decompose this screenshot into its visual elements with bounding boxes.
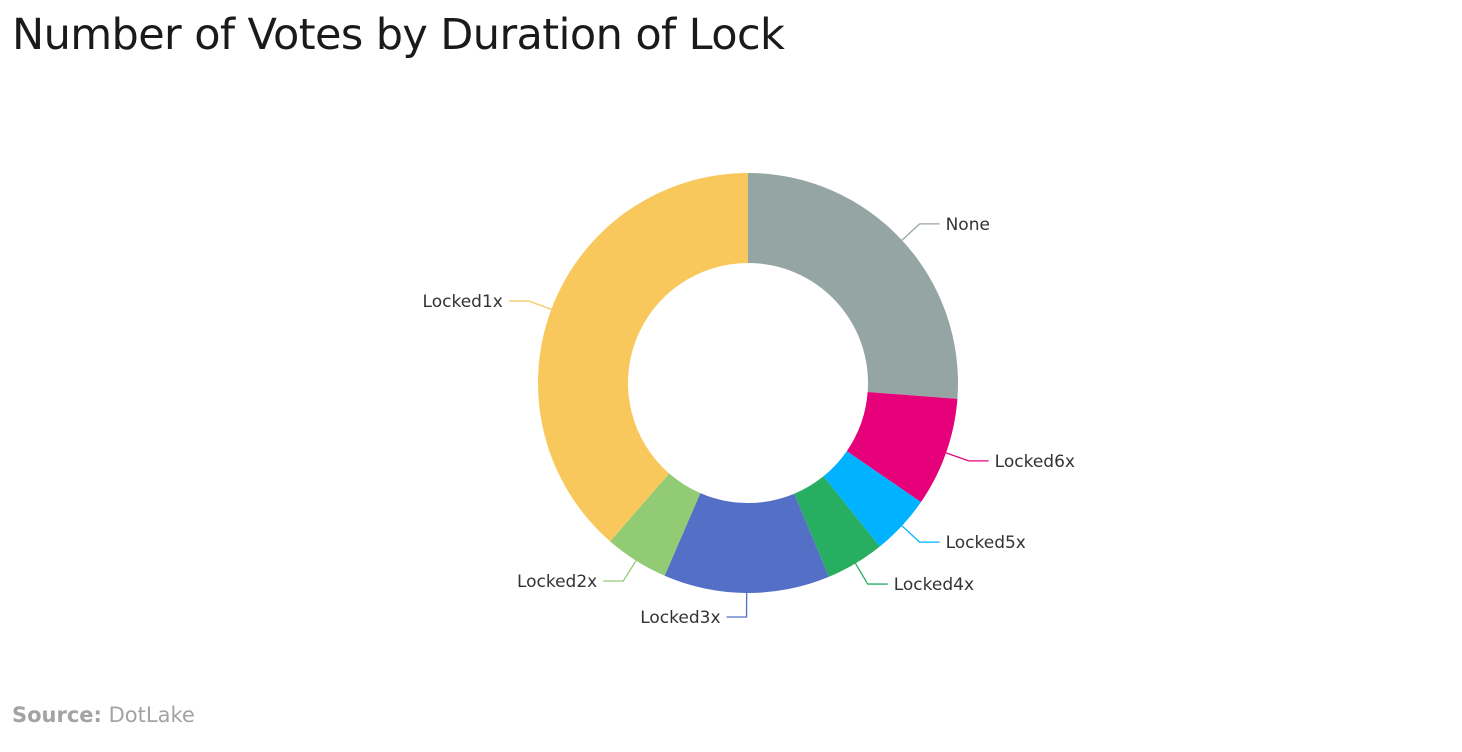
leader-line-none: [901, 223, 940, 241]
source-note: Source: DotLake: [12, 703, 195, 727]
slice-none[interactable]: [748, 173, 959, 399]
slice-label-locked2x: Locked2x: [517, 572, 597, 592]
slice-locked5x[interactable]: [823, 451, 921, 547]
slice-locked3x[interactable]: [664, 493, 829, 593]
leader-line-locked6x: [945, 452, 989, 462]
slice-label-locked5x: Locked5x: [946, 533, 1026, 553]
page-title: Number of Votes by Duration of Lock: [12, 10, 785, 60]
leader-line-locked5x: [901, 525, 940, 543]
leader-line-locked4x: [854, 563, 888, 585]
source-label: Source:: [12, 703, 102, 727]
leader-line-locked3x: [726, 592, 748, 618]
source-value: DotLake: [108, 703, 195, 727]
slice-label-locked3x: Locked3x: [640, 608, 720, 628]
slice-locked2x[interactable]: [610, 473, 701, 576]
slice-label-locked6x: Locked6x: [995, 452, 1075, 472]
slice-locked6x[interactable]: [846, 392, 958, 503]
leader-line-locked2x: [603, 560, 637, 582]
slice-locked4x[interactable]: [794, 476, 880, 577]
leader-line-locked1x: [508, 300, 552, 310]
slice-label-locked1x: Locked1x: [423, 292, 503, 312]
slice-label-none: None: [946, 215, 990, 235]
slice-locked1x[interactable]: [538, 173, 748, 542]
slice-label-locked4x: Locked4x: [894, 575, 974, 595]
